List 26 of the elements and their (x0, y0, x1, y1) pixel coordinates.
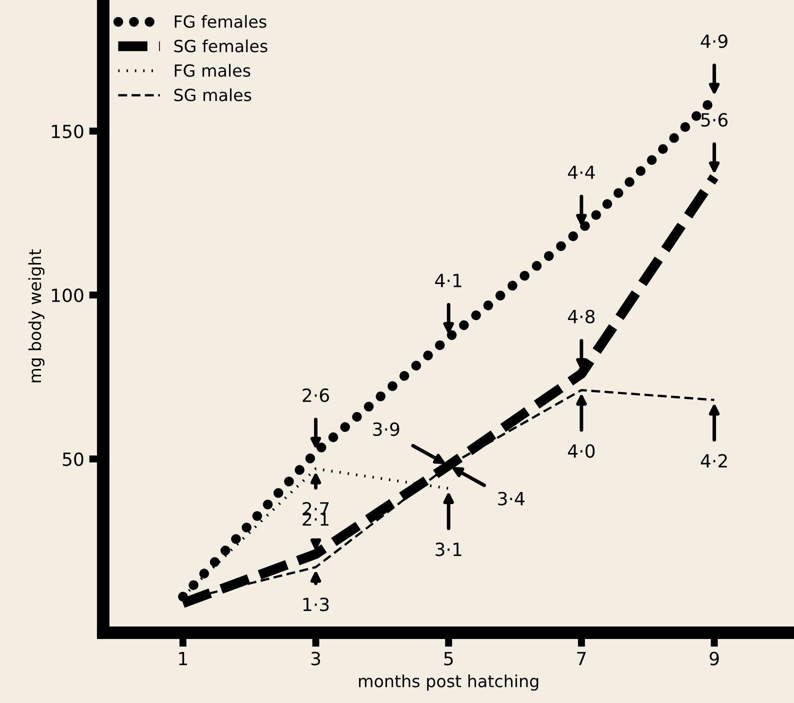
legend-label: FG males (174, 64, 250, 77)
x-tick-label: 9 (710, 652, 719, 666)
legend-label: FG females (174, 15, 266, 28)
y-tick-label: 50 (62, 452, 84, 466)
annotation: 4·8 (568, 310, 595, 324)
annotation: 3·4 (498, 492, 524, 506)
x-tick-label: 7 (577, 652, 586, 666)
annotation: 4·1 (435, 274, 462, 288)
annotation: 5·6 (701, 113, 728, 127)
annotation: 4·0 (568, 444, 595, 458)
legend-label: SG males (174, 88, 252, 102)
legend-label: SG females (174, 39, 268, 52)
y-tick-label: 150 (52, 124, 84, 138)
annotation: 1·3 (303, 598, 329, 612)
x-tick-label: 3 (311, 652, 320, 666)
annotation: 2·6 (302, 388, 329, 402)
annotation: 4·9 (700, 34, 728, 48)
annotation: 4·2 (700, 454, 727, 468)
annotation: 3·9 (373, 422, 400, 436)
x-tick-label: 1 (179, 652, 187, 666)
y-tick-label: 100 (52, 288, 84, 302)
x-tick-label: 5 (444, 652, 453, 666)
annotation: 4·4 (568, 166, 595, 179)
x-axis-title: months post hatching (359, 674, 538, 691)
y-axis-title: mg body weight (28, 249, 44, 382)
annotation: 3·1 (436, 542, 462, 556)
